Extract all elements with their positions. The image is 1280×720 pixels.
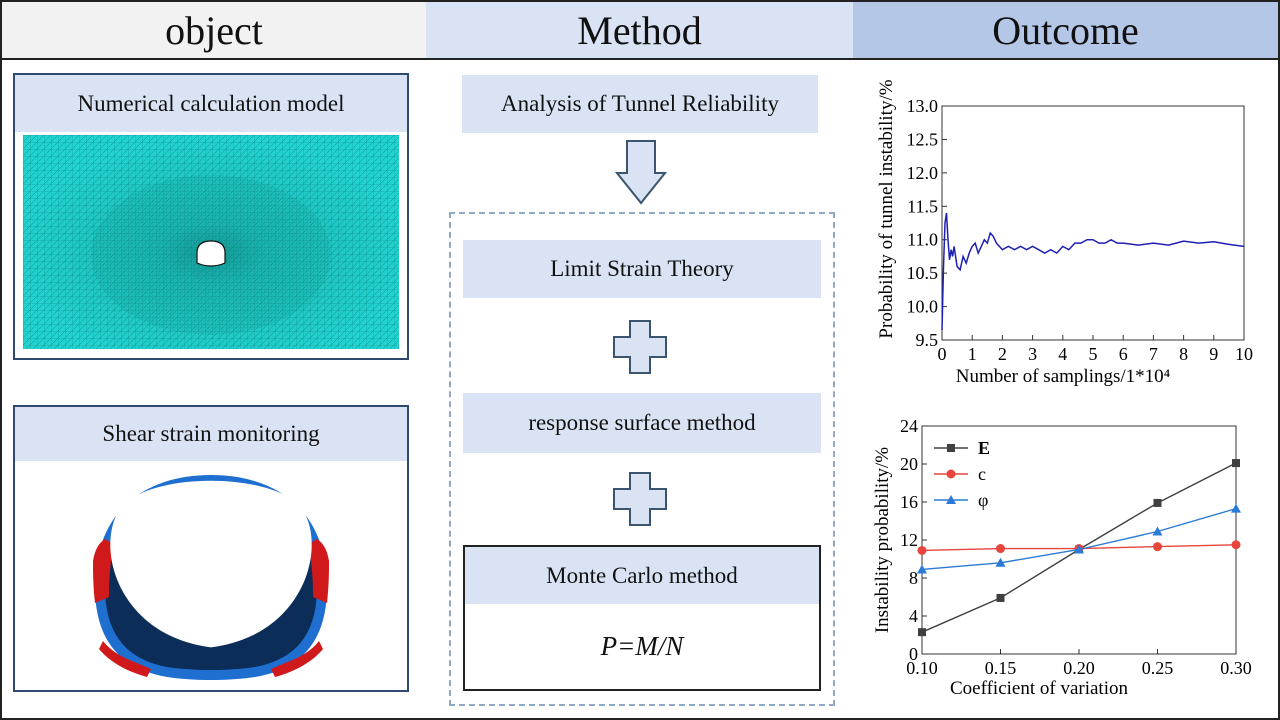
chart2-legend-label: φ — [978, 490, 988, 510]
chart2-x-label: Coefficient of variation — [950, 678, 1128, 699]
chart1-x-tick-label: 3 — [1028, 344, 1037, 364]
chart1-y-tick-label: 9.5 — [916, 330, 939, 350]
chart2-y-tick-label: 16 — [900, 492, 918, 512]
response-surface-box: response surface method — [463, 393, 821, 453]
chart1-series-line — [941, 212, 1245, 331]
chart1-x-label: Number of samplings/1*10⁴ — [956, 366, 1171, 386]
chart1-y-tick-label: 12.0 — [907, 163, 939, 183]
chart2-point-2 — [1074, 544, 1084, 554]
chart2-point-2 — [917, 564, 927, 574]
plus-icon — [613, 320, 667, 374]
chart2-x-tick-label: 0.25 — [1142, 658, 1174, 678]
method-dashed-group — [449, 212, 835, 706]
numerical-model-title: Numerical calculation model — [15, 75, 407, 132]
shear-strain-title: Shear strain monitoring — [15, 407, 407, 461]
chart2-legend-marker — [946, 495, 956, 504]
strain-zone-left — [93, 539, 115, 603]
chart2-series-line-2 — [921, 507, 1237, 571]
shear-strain-ring-image — [93, 475, 329, 680]
chart2-legend-marker — [946, 469, 956, 479]
chart2-y-tick-label: 0 — [909, 644, 918, 664]
chart2-point-2 — [1152, 526, 1163, 536]
analysis-box: Analysis of Tunnel Reliability — [462, 75, 818, 133]
chart1-y-tick-label: 11.0 — [907, 230, 938, 250]
chart2-point-1 — [996, 544, 1005, 554]
chart1-axes-frame — [941, 105, 1245, 341]
chart2-point-1 — [1231, 540, 1241, 550]
tunnel-opening-void — [110, 480, 312, 648]
shear-strain-panel: Shear strain monitoring — [13, 405, 409, 692]
chart2-y-tick-label: 4 — [909, 606, 918, 626]
chart1-y-label: Probability of tunnel instability/% — [876, 79, 897, 338]
down-arrow-icon — [615, 140, 667, 205]
chart1-x-tick-label: 9 — [1209, 344, 1218, 364]
chart2-point-2 — [1231, 503, 1241, 513]
chart1-x-tick-label: 4 — [1058, 344, 1067, 364]
chart2-legend-label: c — [978, 464, 986, 484]
tunnel-opening — [196, 240, 226, 267]
chart1-x-tick-label: 2 — [998, 344, 1007, 364]
chart1-y-tick-label: 13.0 — [907, 96, 939, 116]
chart1-y-tick-label: 12.5 — [907, 129, 939, 149]
chart2-y-label: Instability probability/% — [872, 447, 893, 633]
chart2-axes-frame — [921, 425, 1237, 655]
chart1-x-tick-label: 6 — [1119, 344, 1128, 364]
mesh-model-image — [23, 135, 399, 349]
header-method: Method — [426, 2, 853, 58]
header-outcome: Outcome — [853, 2, 1278, 58]
chart2-point-0 — [918, 628, 926, 637]
chart2-point-0 — [996, 593, 1005, 602]
chart1-x-tick-label: 8 — [1179, 344, 1188, 364]
chart2-point-2 — [995, 557, 1006, 567]
monte-carlo-title: Monte Carlo method — [465, 547, 819, 604]
chart2-y-tick-label: 24 — [900, 416, 918, 436]
chart1-x-tick-label: 1 — [968, 344, 977, 364]
chart2-y-tick-label: 8 — [909, 568, 918, 588]
plus-icon-2 — [613, 472, 667, 526]
chart1-y-tick-label: 10.5 — [907, 263, 939, 283]
monte-carlo-box: Monte Carlo method P=M/N — [463, 545, 821, 691]
chart2-legend-label: E — [978, 438, 990, 458]
limit-strain-box: Limit Strain Theory — [463, 240, 821, 298]
header-object: object — [2, 2, 426, 58]
strain-zone-right — [307, 539, 329, 603]
chart2-point-1 — [1153, 542, 1162, 552]
chart2-y-tick-label: 20 — [900, 454, 918, 474]
chart-coefficient-variation: 0 4 8 12 16 20 24 0.10 0.15 0.20 0.25 0.30 Ecφ Ins… — [872, 416, 1252, 699]
chart2-y-tick-label: 12 — [900, 530, 918, 550]
chart1-x-tick-label: 10 — [1235, 344, 1253, 364]
chart1-x-tick-label: 5 — [1089, 344, 1098, 364]
strain-zone-bottom-left — [99, 641, 151, 677]
chart2-x-tick-label: 0.15 — [985, 658, 1017, 678]
numerical-model-panel: Numerical calculation model — [13, 73, 409, 360]
chart2-point-1 — [917, 545, 927, 555]
chart1-x-tick-label: 0 — [938, 344, 947, 364]
chart1-y-tick-label: 10.0 — [907, 297, 939, 317]
monte-carlo-formula: P=M/N — [600, 631, 684, 661]
chart2-x-tick-label: 0.10 — [906, 658, 938, 678]
chart2-legend-marker — [947, 444, 955, 452]
chart1-y-tick-label: 11.5 — [907, 196, 938, 216]
strain-zone-bottom-right — [271, 641, 323, 677]
chart2-x-tick-label: 0.30 — [1220, 658, 1252, 678]
chart2-point-0 — [1232, 459, 1240, 468]
chart2-point-0 — [1153, 498, 1162, 507]
chart1-x-tick-label: 7 — [1149, 344, 1158, 364]
header-divider — [2, 58, 1278, 60]
chart2-x-tick-label: 0.20 — [1063, 658, 1095, 678]
chart-sampling-convergence: 9.5 10.0 10.5 11.0 11.5 12.0 12.5 13.0 0 1 2 3 4 5 6 7… — [876, 79, 1253, 386]
